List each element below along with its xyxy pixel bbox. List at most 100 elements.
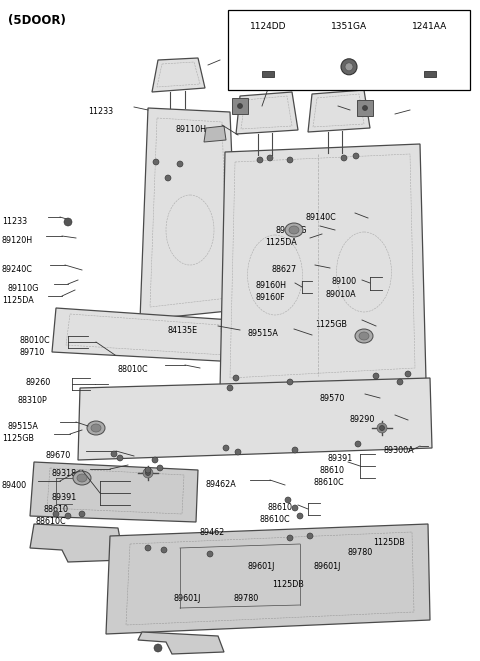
Text: 11233: 11233 <box>2 217 27 226</box>
Polygon shape <box>308 90 370 132</box>
Text: 89240C: 89240C <box>2 265 33 274</box>
Ellipse shape <box>289 226 299 234</box>
Polygon shape <box>138 632 224 654</box>
Polygon shape <box>106 524 430 634</box>
Circle shape <box>165 175 171 181</box>
Circle shape <box>161 547 167 553</box>
Ellipse shape <box>345 63 353 71</box>
Circle shape <box>377 423 387 433</box>
Text: 88010C: 88010C <box>20 336 50 345</box>
Text: 89462A: 89462A <box>205 480 236 489</box>
Text: 88310P: 88310P <box>18 396 48 405</box>
Ellipse shape <box>285 223 303 237</box>
Text: 89290: 89290 <box>350 415 375 424</box>
Text: 88010C: 88010C <box>118 365 149 374</box>
Circle shape <box>153 159 159 165</box>
Text: 1241AA: 1241AA <box>412 22 447 31</box>
Text: 89400: 89400 <box>2 481 27 490</box>
Text: 89010A: 89010A <box>325 290 356 299</box>
Text: 88610C: 88610C <box>260 515 290 524</box>
Circle shape <box>292 447 298 453</box>
Circle shape <box>145 471 151 475</box>
Circle shape <box>53 511 59 517</box>
Circle shape <box>341 155 347 161</box>
Circle shape <box>79 511 85 517</box>
Ellipse shape <box>355 329 373 343</box>
Circle shape <box>223 445 229 451</box>
Circle shape <box>287 157 293 163</box>
Circle shape <box>145 545 151 551</box>
Text: 1351GA: 1351GA <box>331 22 367 31</box>
Text: 89160F: 89160F <box>255 293 285 302</box>
Circle shape <box>267 155 273 161</box>
Polygon shape <box>78 378 432 460</box>
Text: 89515A: 89515A <box>7 422 38 431</box>
Circle shape <box>373 373 379 379</box>
Polygon shape <box>232 98 248 114</box>
Circle shape <box>111 451 117 457</box>
Text: 89670: 89670 <box>46 451 71 460</box>
Text: 89780: 89780 <box>234 594 259 603</box>
Polygon shape <box>152 58 205 92</box>
Text: 88610C: 88610C <box>35 517 66 526</box>
Polygon shape <box>204 126 226 142</box>
Circle shape <box>362 106 368 110</box>
Polygon shape <box>236 92 298 134</box>
Circle shape <box>353 153 359 159</box>
Circle shape <box>157 465 163 471</box>
Circle shape <box>65 513 71 519</box>
Text: 1125GB: 1125GB <box>315 320 347 329</box>
Text: 89780: 89780 <box>347 548 372 557</box>
Text: 89160H: 89160H <box>255 281 286 290</box>
Text: 89120H: 89120H <box>2 236 33 245</box>
Polygon shape <box>220 144 426 390</box>
Text: 89601J: 89601J <box>174 594 202 603</box>
Ellipse shape <box>359 332 369 340</box>
Polygon shape <box>52 308 238 362</box>
Ellipse shape <box>87 421 105 435</box>
Text: 89462: 89462 <box>200 528 225 537</box>
Circle shape <box>177 161 183 167</box>
Circle shape <box>145 467 151 473</box>
Text: 1124DD: 1124DD <box>250 22 287 31</box>
Text: 1125DA: 1125DA <box>2 296 34 305</box>
Text: (5DOOR): (5DOOR) <box>8 14 66 27</box>
Text: 1125DB: 1125DB <box>272 580 304 589</box>
Circle shape <box>64 218 72 226</box>
Circle shape <box>287 535 293 541</box>
Circle shape <box>143 468 153 478</box>
Polygon shape <box>424 71 436 77</box>
Text: 88627: 88627 <box>271 265 296 274</box>
Circle shape <box>397 379 403 385</box>
Text: 1125DA: 1125DA <box>265 238 297 247</box>
Text: 89110H: 89110H <box>175 125 206 134</box>
Circle shape <box>292 505 298 511</box>
Text: 89601J: 89601J <box>248 562 276 571</box>
Circle shape <box>355 441 361 447</box>
Text: 89391: 89391 <box>51 493 76 502</box>
Circle shape <box>154 644 162 652</box>
Text: 88610C: 88610C <box>313 478 344 487</box>
Polygon shape <box>30 462 198 522</box>
FancyBboxPatch shape <box>228 10 470 90</box>
Circle shape <box>227 385 233 391</box>
Polygon shape <box>263 71 275 77</box>
Text: 89391: 89391 <box>327 454 352 463</box>
Polygon shape <box>140 108 238 320</box>
Text: 89710: 89710 <box>20 348 45 357</box>
Ellipse shape <box>91 424 101 432</box>
Text: 89570: 89570 <box>320 394 346 403</box>
Circle shape <box>285 497 291 503</box>
Text: 88610: 88610 <box>267 503 292 512</box>
Text: 11233: 11233 <box>88 107 113 116</box>
Text: 89318: 89318 <box>51 469 76 478</box>
Text: 89300A: 89300A <box>383 446 414 455</box>
Text: 89100: 89100 <box>332 277 357 286</box>
Circle shape <box>380 426 384 430</box>
Ellipse shape <box>73 471 91 485</box>
Text: 89140C: 89140C <box>305 213 336 222</box>
Circle shape <box>297 513 303 519</box>
Text: 1125GB: 1125GB <box>2 434 34 443</box>
Ellipse shape <box>341 59 357 75</box>
Text: 88610: 88610 <box>43 505 68 514</box>
